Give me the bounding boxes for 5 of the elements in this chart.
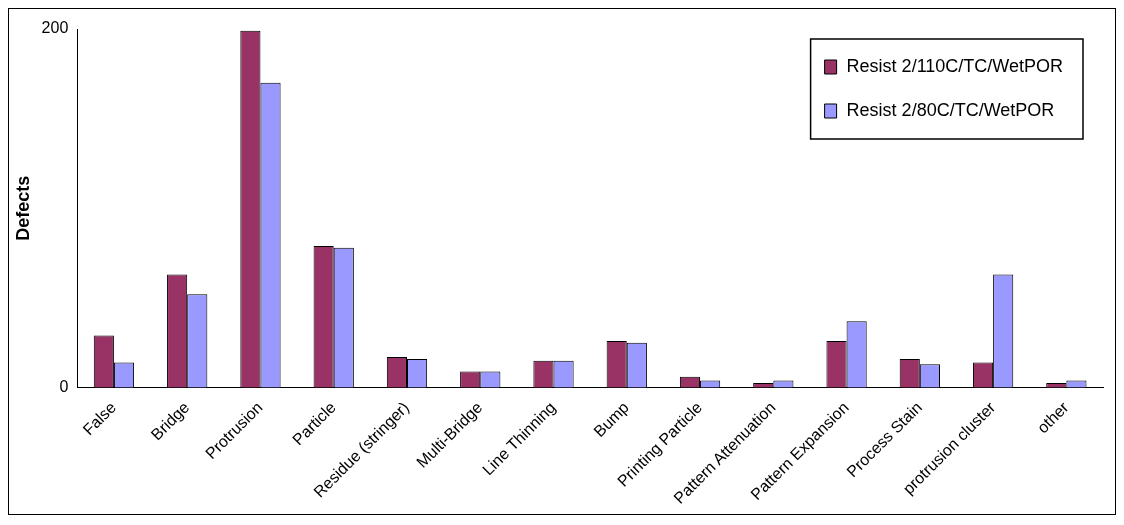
y-tick-label: 0 — [59, 377, 69, 395]
y-tick-label: 200 — [41, 19, 69, 37]
legend-label: Resist 2/80C/TC/WetPOR — [846, 99, 1055, 120]
y-axis-title: Defects — [12, 175, 33, 241]
legend-label: Resist 2/110C/TC/WetPOR — [846, 55, 1064, 76]
